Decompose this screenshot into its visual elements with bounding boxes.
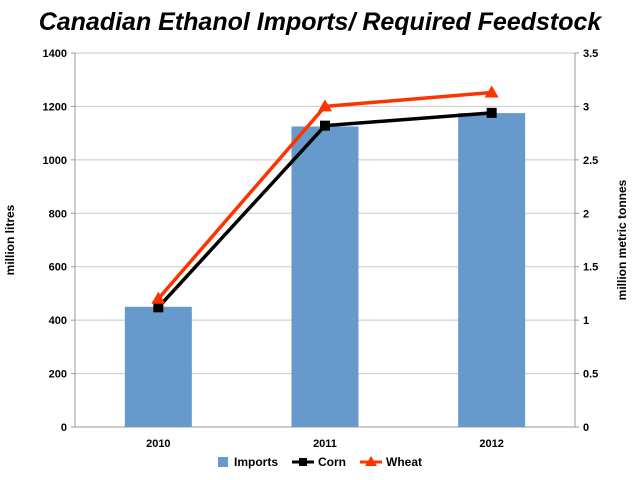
- marker-wheat: [151, 291, 166, 304]
- y-left-axis-title: million litres: [3, 204, 17, 275]
- legend-label-imports: Imports: [234, 455, 278, 469]
- marker-wheat: [318, 99, 332, 112]
- legend-marker-corn: [299, 458, 308, 466]
- y-right-axis-title: million metric tonnes: [615, 179, 629, 300]
- marker-corn: [486, 107, 497, 118]
- legend-label-wheat: Wheat: [386, 455, 422, 469]
- y-right-tick-label: 0.5: [583, 369, 598, 381]
- marker-corn: [153, 302, 164, 313]
- y-right-tick-label: 2.5: [583, 155, 598, 167]
- y-right-tick-label: 0: [583, 422, 589, 434]
- legend-swatch-imports: [218, 457, 228, 467]
- x-tick-label: 2011: [313, 438, 337, 450]
- marker-wheat: [484, 85, 499, 98]
- y-right-tick-label: 3: [583, 101, 589, 113]
- y-left-tick-label: 200: [49, 369, 67, 381]
- y-left-tick-label: 600: [49, 262, 67, 274]
- y-left-tick-label: 0: [61, 422, 67, 434]
- chart-title: Canadian Ethanol Imports/ Required Feeds…: [38, 8, 602, 36]
- y-left-tick-label: 400: [49, 315, 67, 327]
- x-tick-label: 2010: [146, 438, 170, 450]
- y-left-tick-label: 1400: [43, 48, 67, 60]
- bar-imports: [291, 126, 359, 427]
- y-right-tick-label: 1: [583, 315, 589, 327]
- y-left-tick-label: 800: [49, 208, 67, 220]
- bar-imports: [458, 113, 526, 427]
- y-right-tick-label: 3.5: [583, 48, 598, 60]
- legend-marker-wheat: [365, 456, 378, 466]
- y-right-tick-label: 2: [583, 208, 589, 220]
- bar-imports: [124, 306, 192, 427]
- x-tick-label: 2012: [479, 438, 503, 450]
- y-right-tick-label: 1.5: [583, 262, 598, 274]
- marker-corn: [320, 120, 330, 131]
- legend-label-corn: Corn: [318, 455, 346, 469]
- y-left-tick-label: 1200: [43, 101, 67, 113]
- y-left-tick-label: 1000: [43, 155, 67, 167]
